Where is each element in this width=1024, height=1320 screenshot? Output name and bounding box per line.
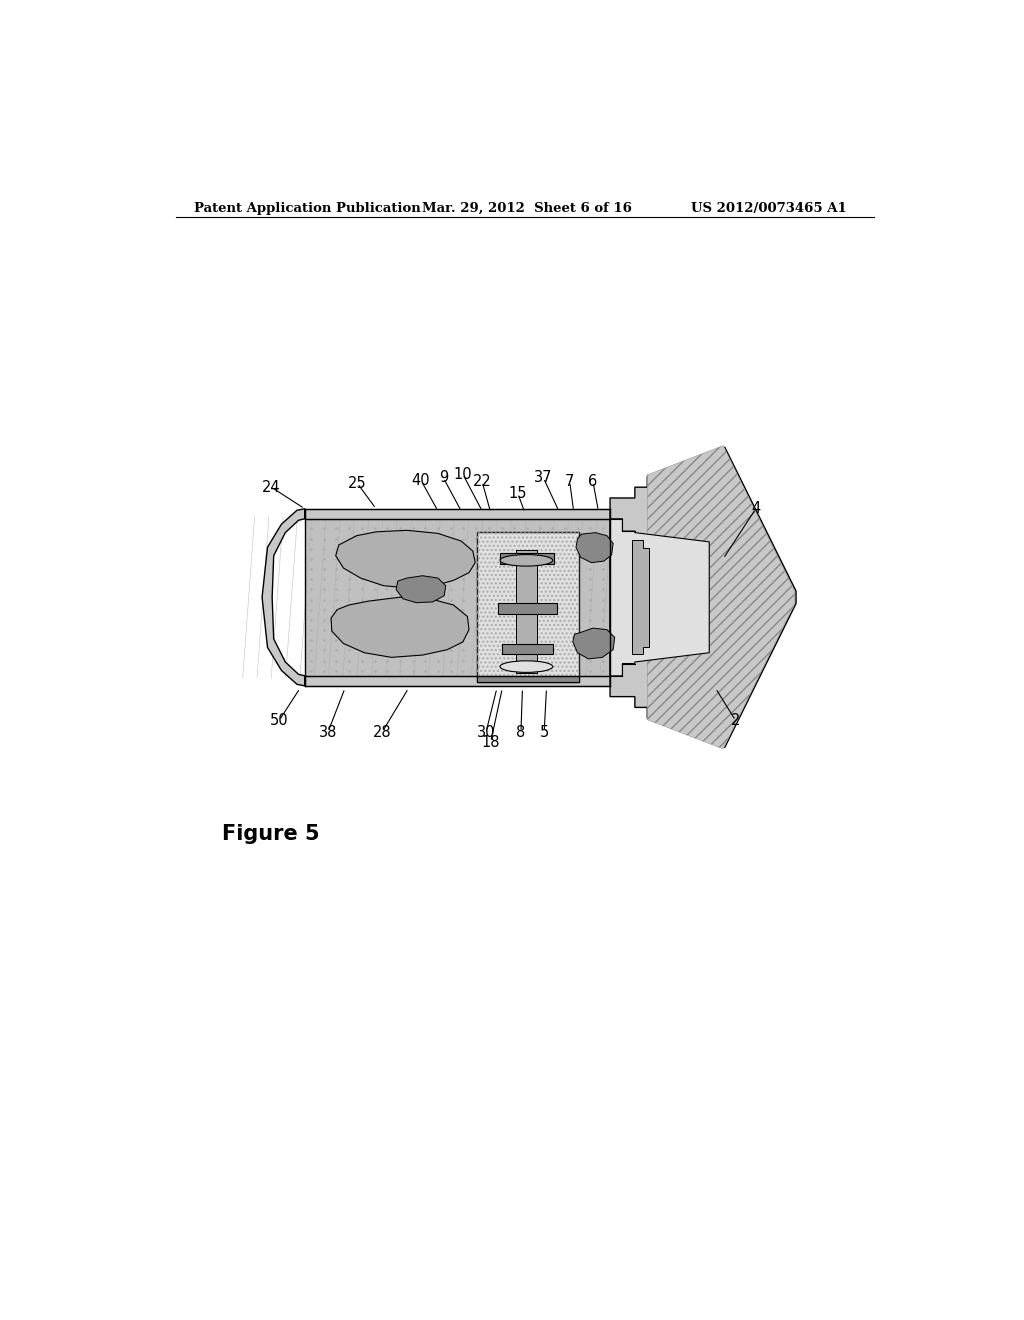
Text: 22: 22 — [473, 474, 492, 490]
Polygon shape — [575, 533, 613, 562]
Text: 50: 50 — [269, 713, 289, 729]
Polygon shape — [305, 519, 610, 676]
Text: 25: 25 — [348, 475, 367, 491]
Text: 5: 5 — [540, 725, 549, 739]
Text: Mar. 29, 2012  Sheet 6 of 16: Mar. 29, 2012 Sheet 6 of 16 — [422, 202, 632, 215]
Text: 6: 6 — [589, 474, 598, 490]
Ellipse shape — [500, 554, 553, 566]
Polygon shape — [498, 603, 557, 614]
Text: 18: 18 — [481, 734, 500, 750]
Polygon shape — [610, 519, 710, 676]
Text: 4: 4 — [752, 502, 761, 516]
Ellipse shape — [500, 661, 553, 672]
Text: 28: 28 — [373, 725, 391, 739]
Text: 30: 30 — [477, 725, 496, 739]
Text: 10: 10 — [454, 466, 472, 482]
Text: 2: 2 — [731, 713, 740, 729]
Text: 15: 15 — [509, 486, 527, 500]
Text: 37: 37 — [535, 470, 553, 486]
Text: US 2012/0073465 A1: US 2012/0073465 A1 — [691, 202, 847, 215]
Polygon shape — [396, 576, 445, 603]
Text: Figure 5: Figure 5 — [221, 824, 319, 845]
Text: 24: 24 — [262, 479, 281, 495]
Text: 38: 38 — [318, 725, 337, 739]
Polygon shape — [305, 676, 610, 686]
Polygon shape — [647, 446, 795, 748]
Text: 8: 8 — [516, 725, 525, 739]
Polygon shape — [572, 628, 614, 659]
Polygon shape — [305, 508, 610, 519]
Polygon shape — [331, 598, 469, 657]
Text: 9: 9 — [439, 470, 449, 486]
Polygon shape — [500, 553, 554, 564]
Polygon shape — [502, 644, 553, 655]
Text: 7: 7 — [565, 474, 574, 490]
Polygon shape — [262, 508, 305, 686]
Polygon shape — [610, 447, 796, 747]
Polygon shape — [336, 531, 475, 589]
Text: 40: 40 — [412, 473, 430, 488]
Polygon shape — [632, 540, 649, 655]
Polygon shape — [477, 532, 579, 682]
Polygon shape — [477, 676, 579, 682]
Polygon shape — [515, 549, 538, 673]
Text: Patent Application Publication: Patent Application Publication — [194, 202, 421, 215]
